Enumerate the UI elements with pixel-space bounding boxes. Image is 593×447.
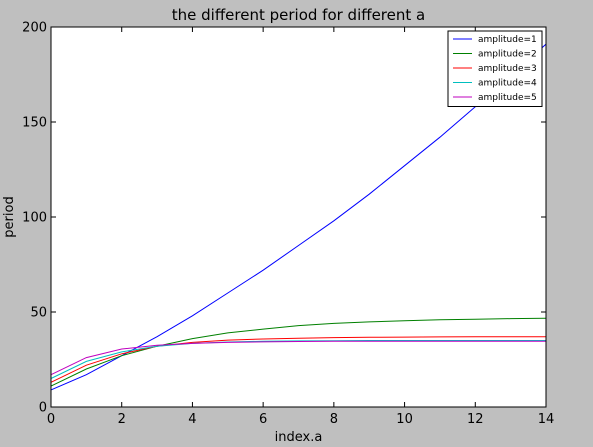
x-tick-label: 6 — [259, 412, 267, 427]
x-tick-label: 14 — [538, 412, 555, 427]
legend-entry-label: amplitude=3 — [478, 64, 537, 74]
series-line-3 — [50, 336, 546, 383]
legend-entry-label: amplitude=1 — [478, 35, 537, 45]
legend-entry-label: amplitude=2 — [478, 50, 537, 60]
x-tick-label: 12 — [467, 412, 484, 427]
x-tick-label: 2 — [118, 412, 126, 427]
y-tick-label: 100 — [22, 211, 47, 226]
series-line-1 — [50, 43, 547, 391]
series-line-4 — [50, 340, 546, 379]
x-tick-label: 8 — [330, 412, 338, 427]
y-tick-label: 0 — [39, 401, 47, 416]
x-tick-label: 0 — [47, 412, 55, 427]
series-line-5 — [50, 340, 546, 376]
x-axis-label: index.a — [275, 430, 323, 445]
series-line-2 — [50, 317, 547, 387]
chart-title: the different period for different a — [172, 6, 425, 24]
legend-entry-label: amplitude=4 — [478, 79, 537, 89]
legend-box — [447, 30, 543, 107]
x-tick-label: 4 — [188, 412, 196, 427]
series-layer — [50, 43, 547, 391]
legend: amplitude=1 amplitude=2 amplitude=3 amplitu… — [447, 30, 543, 107]
legend-entry-label: amplitude=5 — [478, 93, 537, 103]
y-tick-label: 150 — [22, 116, 47, 131]
y-tick-label: 200 — [22, 21, 47, 36]
ticks-layer: 0 2 4 6 8 10 12 14 0 50 100 150 200 — [22, 21, 554, 428]
y-axis-label: period — [2, 196, 17, 237]
y-tick-label: 50 — [30, 306, 47, 321]
x-tick-label: 10 — [396, 412, 413, 427]
